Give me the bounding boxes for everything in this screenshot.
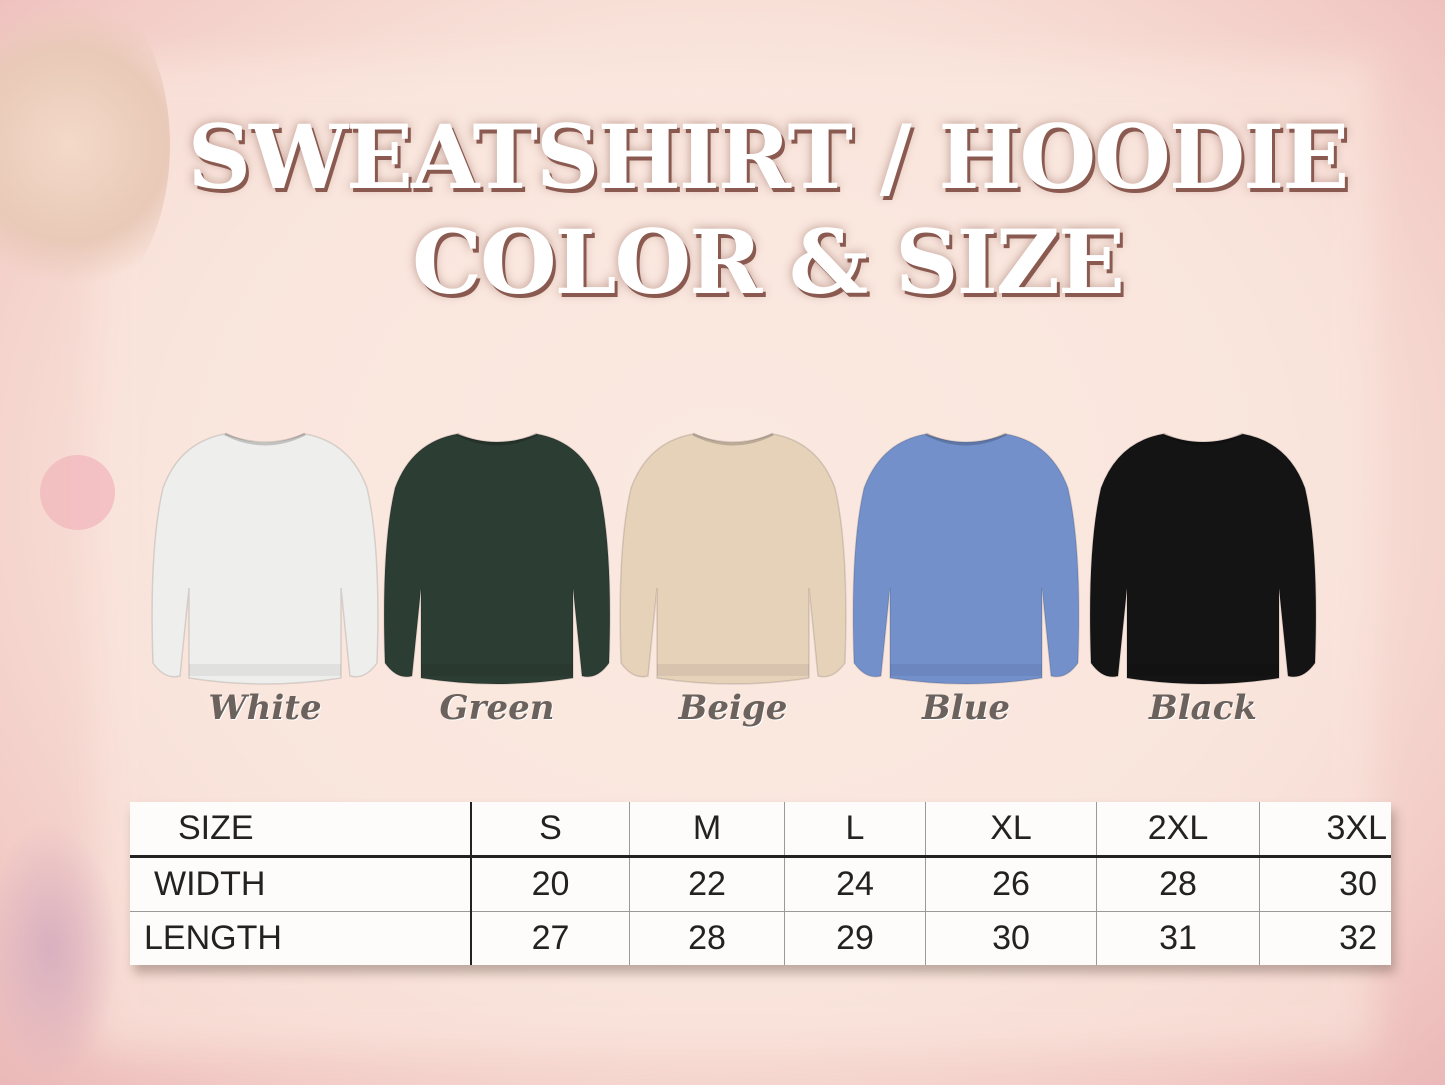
sweatshirt-white-image: [145, 428, 385, 690]
header-cell: M: [629, 802, 785, 858]
header-cell: XL: [925, 802, 1097, 858]
sweatshirt-black-image: [1083, 428, 1323, 690]
table-cell: 31: [1096, 911, 1260, 965]
flower-decoration: [0, 0, 170, 310]
table-cell: 29: [784, 911, 926, 965]
table-cell: 30: [925, 911, 1097, 965]
button-decoration: [40, 455, 115, 530]
color-label-blue: Blue: [921, 688, 1010, 728]
size-table: SIZE S M L XL 2XL 3XL WIDTH 20 22 24 26 …: [130, 802, 1391, 965]
header-cell: S: [470, 802, 630, 858]
header-cell: SIZE: [130, 802, 472, 858]
table-cell: 26: [925, 856, 1097, 912]
header-cell: 2XL: [1096, 802, 1260, 858]
table-row-width: WIDTH 20 22 24 26 28 30: [130, 856, 1391, 912]
title-line-1: SWEATSHIRT / HOODIE: [187, 105, 1350, 209]
row-label: LENGTH: [130, 911, 472, 965]
sweatshirt-blue-image: [846, 428, 1086, 690]
table-row-length: LENGTH 27 28 29 30 31 32: [130, 911, 1391, 965]
color-label-beige: Beige: [678, 688, 788, 728]
color-label-green: Green: [439, 688, 555, 728]
size-table-header-row: SIZE S M L XL 2XL 3XL: [130, 802, 1391, 858]
color-label-white: White: [208, 688, 322, 728]
table-cell: 20: [470, 856, 630, 912]
table-cell: 27: [470, 911, 630, 965]
table-cell: 28: [1096, 856, 1260, 912]
row-label: WIDTH: [130, 856, 472, 912]
table-cell: 24: [784, 856, 926, 912]
table-cell: 30: [1259, 856, 1391, 912]
sweatshirt-beige-image: [613, 428, 853, 690]
table-cell: 22: [629, 856, 785, 912]
leaf-decoration: [0, 820, 120, 1080]
title-line-2: COLOR & SIZE: [411, 210, 1125, 314]
table-cell: 32: [1259, 911, 1391, 965]
color-label-black: Black: [1149, 688, 1257, 728]
sweatshirt-green-image: [377, 428, 617, 690]
header-cell: 3XL: [1259, 802, 1391, 858]
table-cell: 28: [629, 911, 785, 965]
header-cell: L: [784, 802, 926, 858]
